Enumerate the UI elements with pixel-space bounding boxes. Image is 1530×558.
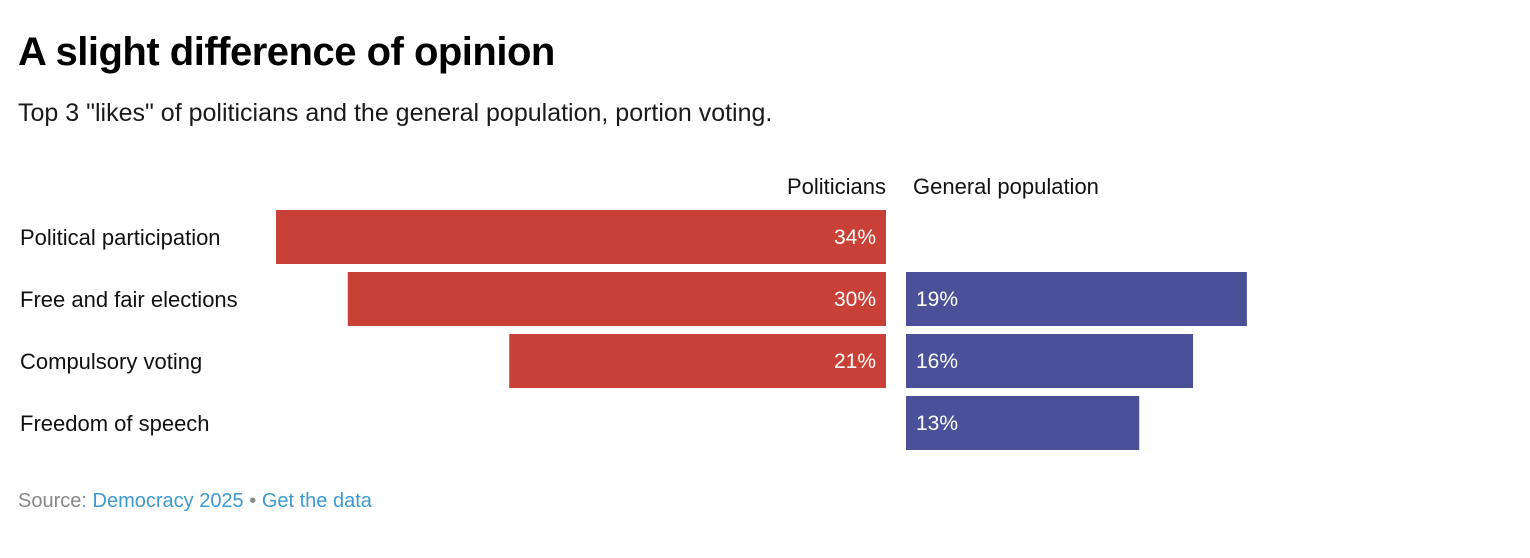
chart-title: A slight difference of opinion: [18, 30, 555, 74]
chart-footer: Source: Democracy 2025 • Get the data: [18, 490, 372, 513]
bar-politicians: [509, 334, 886, 388]
series-header-general-population: General population: [913, 174, 1099, 199]
source-label: Source:: [18, 490, 87, 512]
category-label: Free and fair elections: [20, 287, 238, 312]
chart-row: Compulsory voting 21% 16%: [20, 334, 1194, 388]
chart-row: Free and fair elections 30% 19%: [20, 272, 1247, 326]
bar-general-population: [906, 334, 1194, 388]
category-label: Compulsory voting: [20, 349, 202, 374]
data-label-politicians: 21%: [834, 350, 876, 373]
bar-general-population: [906, 272, 1247, 326]
chart-row: Political participation 34%: [20, 210, 886, 264]
data-label-general-population: 16%: [916, 350, 958, 373]
bar-general-population: [906, 396, 1140, 450]
data-label-politicians: 34%: [834, 226, 876, 249]
chart-row: Freedom of speech 13%: [20, 396, 1140, 450]
chart-subtitle: Top 3 "likes" of politicians and the gen…: [18, 99, 773, 127]
series-header-politicians: Politicians: [787, 174, 886, 199]
data-label-general-population: 13%: [916, 412, 958, 435]
data-label-politicians: 30%: [834, 288, 876, 311]
bar-politicians: [276, 210, 886, 264]
data-label-general-population: 19%: [916, 288, 958, 311]
source-link[interactable]: Democracy 2025: [92, 490, 244, 512]
category-label: Political participation: [20, 225, 221, 250]
category-label: Freedom of speech: [20, 411, 210, 436]
footer-separator: •: [249, 490, 257, 512]
bar-politicians: [347, 272, 886, 326]
butterfly-bar-chart: Politicians General population Political …: [20, 174, 1247, 450]
get-the-data-link[interactable]: Get the data: [261, 490, 372, 512]
